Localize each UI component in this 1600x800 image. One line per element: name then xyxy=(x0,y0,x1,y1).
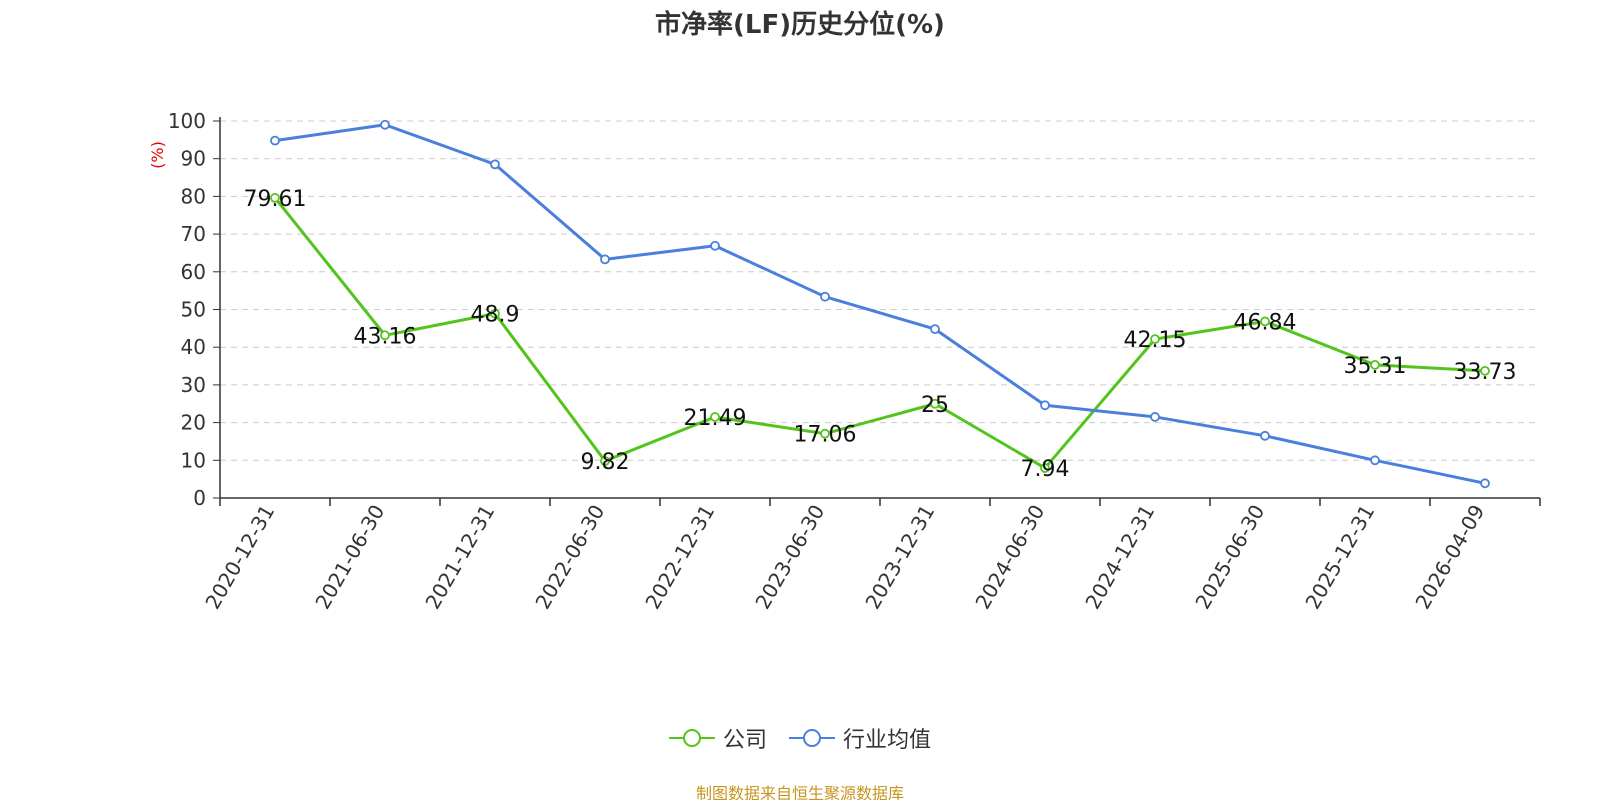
x-tick-label: 2023-12-31 xyxy=(860,501,939,614)
legend: 公司 行业均值 xyxy=(0,722,1600,754)
data-label: 48.9 xyxy=(471,303,520,328)
series-line-1 xyxy=(274,123,1486,485)
x-tick-label: 2024-06-30 xyxy=(970,501,1049,614)
data-point xyxy=(1370,455,1380,466)
data-label: 46.84 xyxy=(1234,310,1297,335)
data-label: 7.94 xyxy=(1021,457,1070,482)
y-tick-label: 100 xyxy=(168,109,206,133)
data-point xyxy=(600,254,610,265)
series xyxy=(270,119,1490,489)
y-tick-label: 0 xyxy=(193,486,206,510)
y-tick-label: 80 xyxy=(181,184,206,208)
data-point xyxy=(1150,334,1160,344)
x-tick-label: 2026-04-09 xyxy=(1410,501,1489,614)
legend-label-industry: 行业均值 xyxy=(843,728,932,753)
data-point xyxy=(600,456,610,466)
data-label: 33.73 xyxy=(1454,360,1517,385)
data-label: 35.31 xyxy=(1344,354,1407,379)
y-tick-label: 70 xyxy=(181,222,206,246)
legend-marker-industry xyxy=(789,729,835,747)
x-tick-label: 2022-12-31 xyxy=(640,501,719,614)
x-tick-label: 2021-06-30 xyxy=(310,501,389,614)
data-point xyxy=(380,330,390,341)
line-chart: 0 10 20 30 40 50 60 70 80 90 100 2020-12-31 2021-06-… xyxy=(148,109,1541,614)
data-point xyxy=(820,428,830,439)
chart-title: 市净率(LF)历史分位(%) xyxy=(655,10,945,40)
data-point xyxy=(1260,430,1270,441)
data-label: 17.06 xyxy=(794,423,857,448)
data-point xyxy=(1370,359,1380,370)
data-point xyxy=(270,135,280,146)
data-label: 43.16 xyxy=(354,324,417,349)
data-point xyxy=(380,119,390,130)
y-tick-label: 60 xyxy=(181,260,206,284)
data-point xyxy=(270,192,280,203)
x-tick-label: 2023-06-30 xyxy=(750,501,829,614)
y-axis-label: (%) xyxy=(148,141,167,169)
grid-lines xyxy=(220,120,1540,461)
x-tick-label: 2021-12-31 xyxy=(420,501,499,614)
y-tick-label: 30 xyxy=(181,373,206,397)
x-tick-label: 2022-06-30 xyxy=(530,501,609,614)
data-point xyxy=(820,291,830,302)
axes: 0 10 20 30 40 50 60 70 80 90 100 2020-12-31 2021-06-… xyxy=(168,109,1541,614)
data-point xyxy=(930,398,940,409)
data-point xyxy=(710,412,720,422)
x-tick-label: 2024-12-31 xyxy=(1080,501,1159,614)
legend-label-company: 公司 xyxy=(722,728,767,753)
data-point xyxy=(1480,365,1490,376)
data-point xyxy=(1260,316,1270,327)
data-labels: 79.61 43.16 48.9 9.82 21.49 17.06 25 7.94 42.15 4… xyxy=(244,187,1517,482)
data-label: 21.49 xyxy=(684,406,747,431)
y-tick-label: 10 xyxy=(181,448,206,472)
data-label: 79.61 xyxy=(244,187,307,212)
x-tick-label: 2025-12-31 xyxy=(1300,501,1379,614)
data-point xyxy=(930,324,940,335)
legend-marker-company xyxy=(668,729,715,747)
series-line-0 xyxy=(273,196,1486,470)
y-tick-label: 40 xyxy=(181,335,206,359)
data-point xyxy=(1040,400,1050,411)
data-point xyxy=(710,240,720,251)
legend-item-company[interactable]: 公司 xyxy=(668,722,767,754)
data-label: 25 xyxy=(921,393,949,418)
y-tick-label: 20 xyxy=(181,411,206,435)
legend-item-industry[interactable]: 行业均值 xyxy=(789,722,931,754)
x-tick-label: 2025-06-30 xyxy=(1190,501,1269,614)
data-point xyxy=(1150,412,1160,422)
data-source-note: 制图数据来自恒生聚源数据库 xyxy=(695,784,904,800)
data-label: 42.15 xyxy=(1124,328,1187,353)
x-tick-label: 2020-12-31 xyxy=(200,501,279,614)
y-tick-label: 50 xyxy=(181,298,206,322)
data-point xyxy=(490,159,500,170)
data-point xyxy=(490,308,500,319)
y-tick-label: 90 xyxy=(181,147,206,171)
data-point xyxy=(1480,478,1490,489)
data-point xyxy=(1040,463,1050,473)
data-label: 9.82 xyxy=(581,450,630,475)
